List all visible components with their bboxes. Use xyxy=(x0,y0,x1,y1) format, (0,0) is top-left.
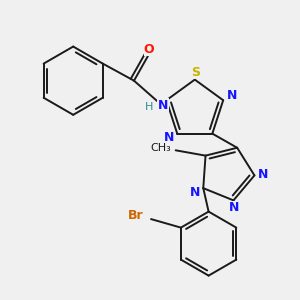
Text: CH₃: CH₃ xyxy=(150,143,171,153)
Text: S: S xyxy=(191,66,200,79)
Text: H: H xyxy=(145,102,153,112)
Text: O: O xyxy=(144,43,154,56)
Text: Br: Br xyxy=(128,209,144,222)
Text: N: N xyxy=(226,89,237,103)
Text: N: N xyxy=(164,131,174,144)
Text: N: N xyxy=(258,168,268,181)
Text: N: N xyxy=(230,201,240,214)
Text: N: N xyxy=(190,186,200,199)
Text: N: N xyxy=(158,99,168,112)
